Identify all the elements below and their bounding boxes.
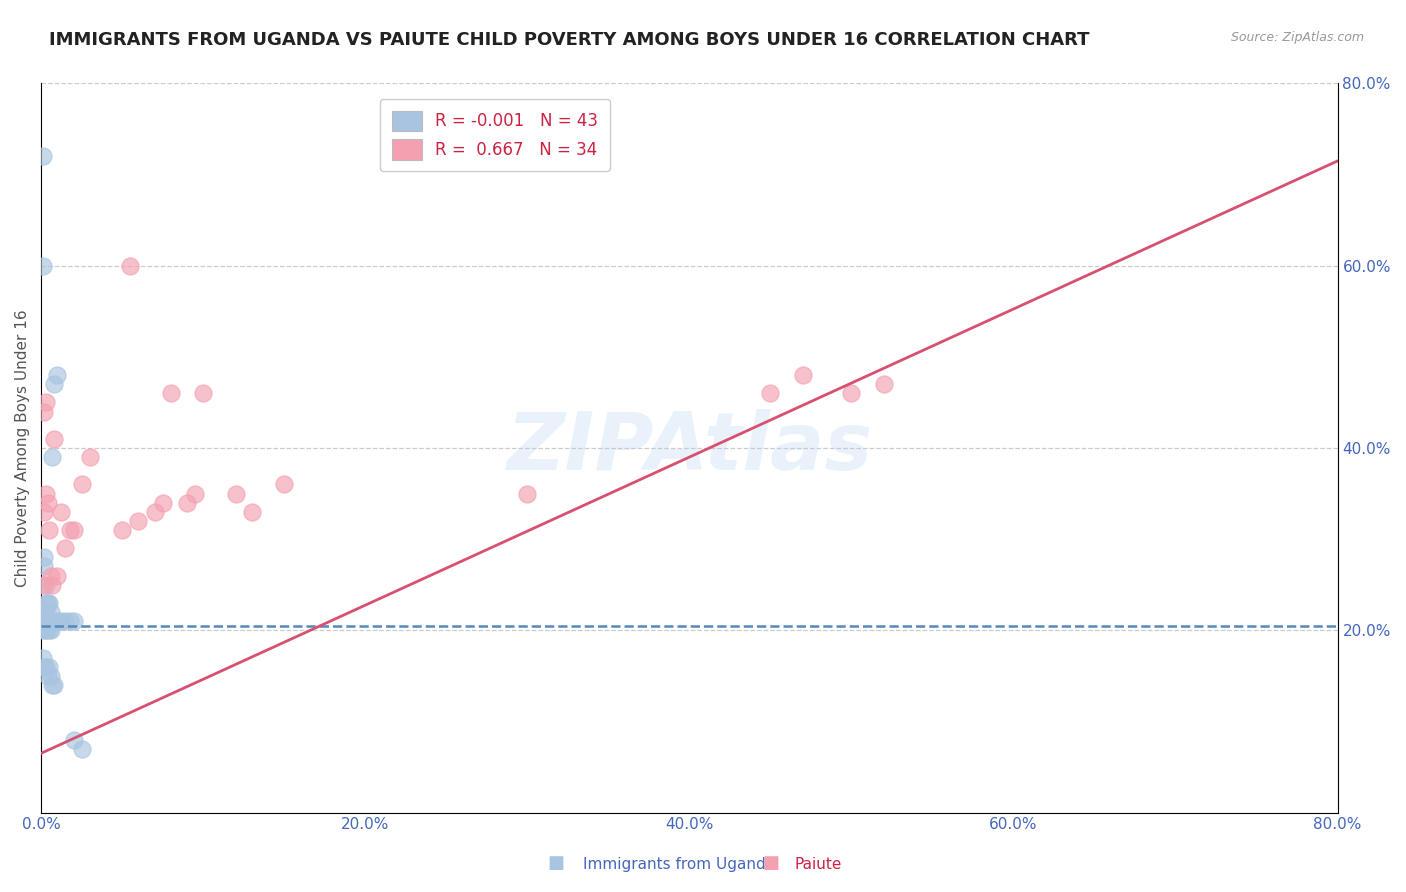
Point [38, 614, 60, 628]
Point [38, 659, 60, 673]
Point [35, 659, 58, 673]
Point [34, 505, 56, 519]
Point [34, 404, 56, 418]
Point [59, 614, 82, 628]
Text: ■: ■ [547, 855, 564, 872]
Text: ZIPAtlas: ZIPAtlas [506, 409, 873, 487]
Point [39, 605, 62, 619]
Point [35, 614, 58, 628]
Point [516, 486, 538, 500]
Text: ■: ■ [762, 855, 779, 872]
Point [70, 741, 93, 756]
Point [127, 514, 149, 528]
Point [38, 624, 60, 638]
Point [176, 496, 198, 510]
Point [35, 624, 58, 638]
Point [35, 605, 58, 619]
Point [38, 523, 60, 537]
Point [41, 577, 63, 591]
Point [46, 614, 69, 628]
Point [159, 386, 181, 401]
Point [35, 486, 58, 500]
Point [42, 377, 65, 392]
Point [111, 523, 134, 537]
Point [35, 624, 58, 638]
Point [34, 605, 56, 619]
Point [62, 732, 84, 747]
Point [841, 386, 863, 401]
Point [184, 486, 207, 500]
Point [34, 614, 56, 628]
Point [42, 432, 65, 446]
Point [31, 149, 53, 163]
Point [46, 368, 69, 382]
Point [34, 659, 56, 673]
Point [41, 678, 63, 692]
Point [39, 614, 62, 628]
Point [38, 596, 60, 610]
Point [273, 477, 295, 491]
Point [42, 678, 65, 692]
Point [792, 368, 814, 382]
Point [55, 541, 77, 556]
Point [31, 624, 53, 638]
Point [70, 477, 93, 491]
Point [34, 550, 56, 565]
Point [46, 568, 69, 582]
Point [62, 523, 84, 537]
Point [35, 596, 58, 610]
Point [873, 377, 896, 392]
Point [34, 559, 56, 574]
Point [79, 450, 101, 464]
Point [59, 523, 82, 537]
Point [143, 505, 166, 519]
Point [240, 505, 263, 519]
Point [39, 568, 62, 582]
Point [38, 614, 60, 628]
Point [35, 395, 58, 409]
Point [49, 614, 72, 628]
Text: Paiute: Paiute [794, 857, 842, 872]
Point [120, 259, 142, 273]
Point [35, 577, 58, 591]
Legend: R = -0.001   N = 43, R =  0.667   N = 34: R = -0.001 N = 43, R = 0.667 N = 34 [380, 99, 610, 171]
Point [193, 386, 215, 401]
Point [37, 614, 59, 628]
Point [55, 614, 77, 628]
Point [225, 486, 247, 500]
Point [49, 505, 72, 519]
Point [31, 259, 53, 273]
Text: Immigrants from Uganda: Immigrants from Uganda [583, 857, 776, 872]
Point [31, 650, 53, 665]
Point [34, 614, 56, 628]
Text: Source: ZipAtlas.com: Source: ZipAtlas.com [1230, 31, 1364, 45]
Point [39, 669, 62, 683]
Point [37, 669, 59, 683]
Point [37, 496, 59, 510]
Point [39, 624, 62, 638]
Point [41, 450, 63, 464]
Point [152, 496, 174, 510]
Point [31, 577, 53, 591]
Point [37, 596, 59, 610]
Point [62, 614, 84, 628]
Point [759, 386, 782, 401]
Point [31, 605, 53, 619]
Text: IMMIGRANTS FROM UGANDA VS PAIUTE CHILD POVERTY AMONG BOYS UNDER 16 CORRELATION C: IMMIGRANTS FROM UGANDA VS PAIUTE CHILD P… [49, 31, 1090, 49]
Point [37, 614, 59, 628]
Y-axis label: Child Poverty Among Boys Under 16: Child Poverty Among Boys Under 16 [15, 310, 30, 587]
